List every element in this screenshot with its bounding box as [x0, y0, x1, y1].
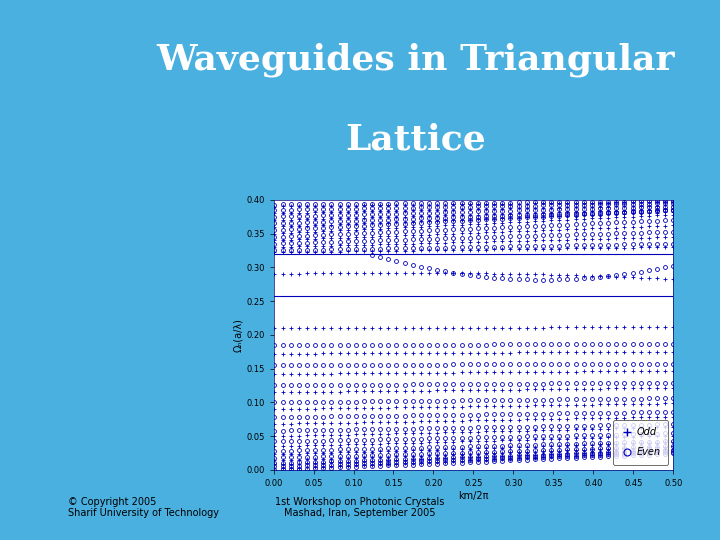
Y-axis label: Ωₙ(a/λ): Ωₙ(a/λ)	[233, 318, 243, 352]
Text: Waveguides in Triangular: Waveguides in Triangular	[157, 42, 675, 77]
Legend: Odd, Even: Odd, Even	[613, 420, 668, 465]
X-axis label: km/2π: km/2π	[458, 491, 489, 501]
Text: Lattice: Lattice	[346, 123, 486, 157]
Text: © Copyright 2005
Sharif University of Technology: © Copyright 2005 Sharif University of Te…	[68, 497, 220, 518]
Text: 1st Workshop on Photonic Crystals
Mashad, Iran, September 2005: 1st Workshop on Photonic Crystals Mashad…	[275, 497, 445, 518]
